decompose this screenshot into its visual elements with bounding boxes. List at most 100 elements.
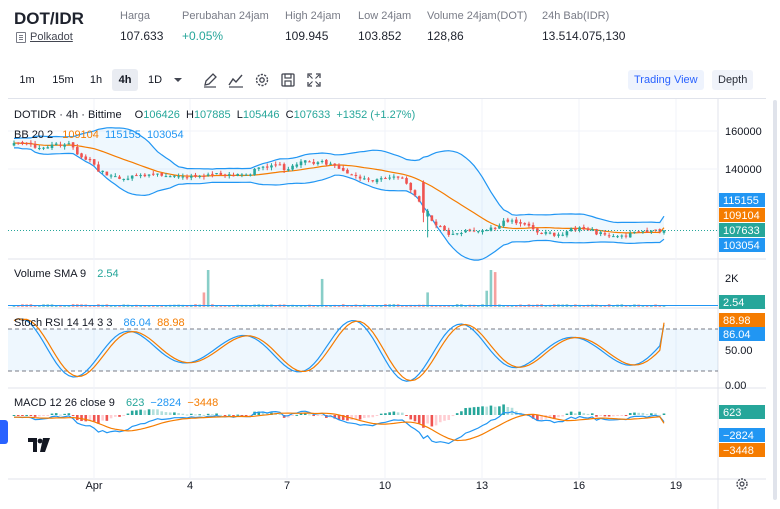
macd-label: MACD 12 26 close 9: [14, 397, 115, 409]
timeframe-1h[interactable]: 1h: [89, 74, 103, 86]
macd-hist-bar: [265, 413, 269, 415]
volume-bar: [544, 305, 548, 307]
macd-hist-bar: [658, 414, 662, 416]
candle-body: [109, 175, 113, 177]
timeframe-15m[interactable]: 15m: [52, 74, 74, 86]
candle-body: [341, 167, 345, 171]
macd-hist-bar: [384, 413, 387, 415]
chart-container[interactable]: 160000 140000 115155 109104 107633 103054 2K 2.…: [8, 98, 766, 509]
macd-hist-bar: [156, 409, 159, 415]
candle-body: [54, 143, 58, 145]
save-icon[interactable]: [278, 70, 298, 90]
macd-hist-bar: [63, 413, 66, 415]
price-label-text: 107633: [723, 225, 760, 237]
candle-body: [527, 223, 531, 226]
candle-body: [194, 174, 197, 177]
macd-hist-bar: [202, 414, 206, 416]
candle-body: [599, 232, 602, 234]
chevron-down-icon[interactable]: [168, 70, 188, 90]
volume-bar: [16, 305, 20, 307]
macd-hist-bar: [371, 415, 375, 418]
macd-hist-bar: [489, 405, 493, 415]
draw-pen-icon[interactable]: [200, 70, 220, 90]
timeframe-1d[interactable]: 1D: [147, 74, 163, 86]
settings-icon[interactable]: [252, 70, 272, 90]
candle-body: [147, 174, 151, 176]
macd-hist-bar: [160, 411, 164, 415]
candle-body: [405, 178, 408, 184]
candle-body: [92, 159, 96, 165]
candle-body: [422, 182, 425, 213]
candle-body: [215, 173, 218, 175]
volume-bar: [502, 305, 505, 307]
candle-body: [46, 147, 50, 149]
macd-hist-bar: [219, 414, 223, 416]
macd-hist-bar: [135, 410, 138, 415]
bb-band-fill: [14, 127, 664, 261]
timeframe-1m[interactable]: 1m: [19, 74, 35, 86]
macd-hist-bar: [164, 412, 168, 415]
candle-body: [173, 175, 176, 177]
macd-hist-bar: [502, 404, 505, 415]
candle-body: [236, 174, 240, 176]
depth-button[interactable]: Depth: [712, 70, 754, 90]
volume-bar: [38, 305, 41, 307]
stat-value: 109.945: [285, 29, 329, 43]
volume-bar: [92, 305, 96, 307]
candle-body: [346, 169, 349, 174]
candle-body: [506, 219, 510, 222]
volume-bar: [206, 270, 210, 307]
stat-price: Harga 107.633: [120, 10, 163, 43]
candle-body: [502, 220, 505, 226]
macd-hist-bar: [540, 415, 543, 421]
trading-view-button[interactable]: Trading View: [628, 70, 704, 90]
sidebar-toggle[interactable]: [0, 420, 8, 444]
fullscreen-icon[interactable]: [304, 70, 324, 90]
candle-body: [97, 164, 100, 172]
candle-body: [274, 164, 277, 166]
price-chart[interactable]: 160000 140000 115155 109104 107633 103054 2K 2.…: [8, 99, 766, 509]
ohlc-low-label: L: [236, 109, 243, 121]
macd-hist-bar: [455, 413, 459, 415]
candle-body: [16, 142, 20, 144]
pair-name-link[interactable]: Polkadot: [30, 31, 73, 43]
volume-bar: [379, 305, 383, 307]
macd-hist-bar: [561, 415, 565, 417]
macd-hist-bar: [595, 415, 598, 417]
candle-body: [392, 176, 396, 178]
stoch-label-box: [719, 313, 765, 327]
volume-bar: [401, 305, 404, 307]
indicators-icon[interactable]: [226, 70, 246, 90]
bb-upper-line: [13, 127, 665, 224]
macd-hist-bar: [101, 415, 104, 421]
volume-bar: [493, 272, 497, 307]
tradingview-logo-icon: [28, 438, 50, 452]
macd-hist-bar: [46, 415, 50, 416]
macd-hist-bar: [645, 414, 649, 416]
candle-body: [612, 236, 615, 238]
candle-body: [257, 167, 261, 169]
volume-bar: [219, 305, 223, 307]
macd-line-value: −2824: [150, 397, 182, 409]
volume-bar: [109, 305, 113, 307]
macd-hist-bar: [506, 406, 510, 415]
macd-hist-bar: [472, 407, 476, 415]
macd-hist-bar: [569, 411, 573, 415]
stoch-d-line: [13, 318, 665, 382]
price-label-text: 109104: [723, 210, 760, 222]
macd-hist-bar: [438, 415, 442, 423]
right-scrollbar[interactable]: [772, 100, 778, 500]
volume-bar: [569, 305, 573, 307]
chart-settings-icon[interactable]: [734, 476, 750, 492]
macd-hist-bar: [25, 414, 28, 416]
volume-value: 2.54: [97, 268, 119, 280]
macd-hist-bar: [650, 413, 653, 415]
macd-hist-bar: [464, 408, 467, 415]
timeframe-4h[interactable]: 4h: [112, 69, 138, 91]
candle-body: [540, 232, 543, 234]
candle-body: [308, 161, 311, 163]
candle-body: [628, 233, 632, 238]
candle-body: [253, 168, 256, 176]
macd-hist-bar: [548, 415, 552, 419]
main-legend: DOTIDR · 4h · Bittime O106426 H107885 L1…: [14, 109, 415, 121]
